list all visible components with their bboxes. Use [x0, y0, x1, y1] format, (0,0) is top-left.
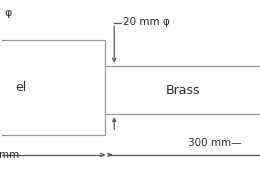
Text: 300 mm—: 300 mm—	[188, 138, 241, 148]
Text: Brass: Brass	[165, 84, 200, 96]
Bar	[0, 40, 105, 135]
Text: φ: φ	[5, 8, 12, 18]
Text: mm: mm	[0, 150, 20, 160]
Text: el: el	[15, 81, 26, 94]
Text: 20 mm φ: 20 mm φ	[123, 17, 170, 27]
